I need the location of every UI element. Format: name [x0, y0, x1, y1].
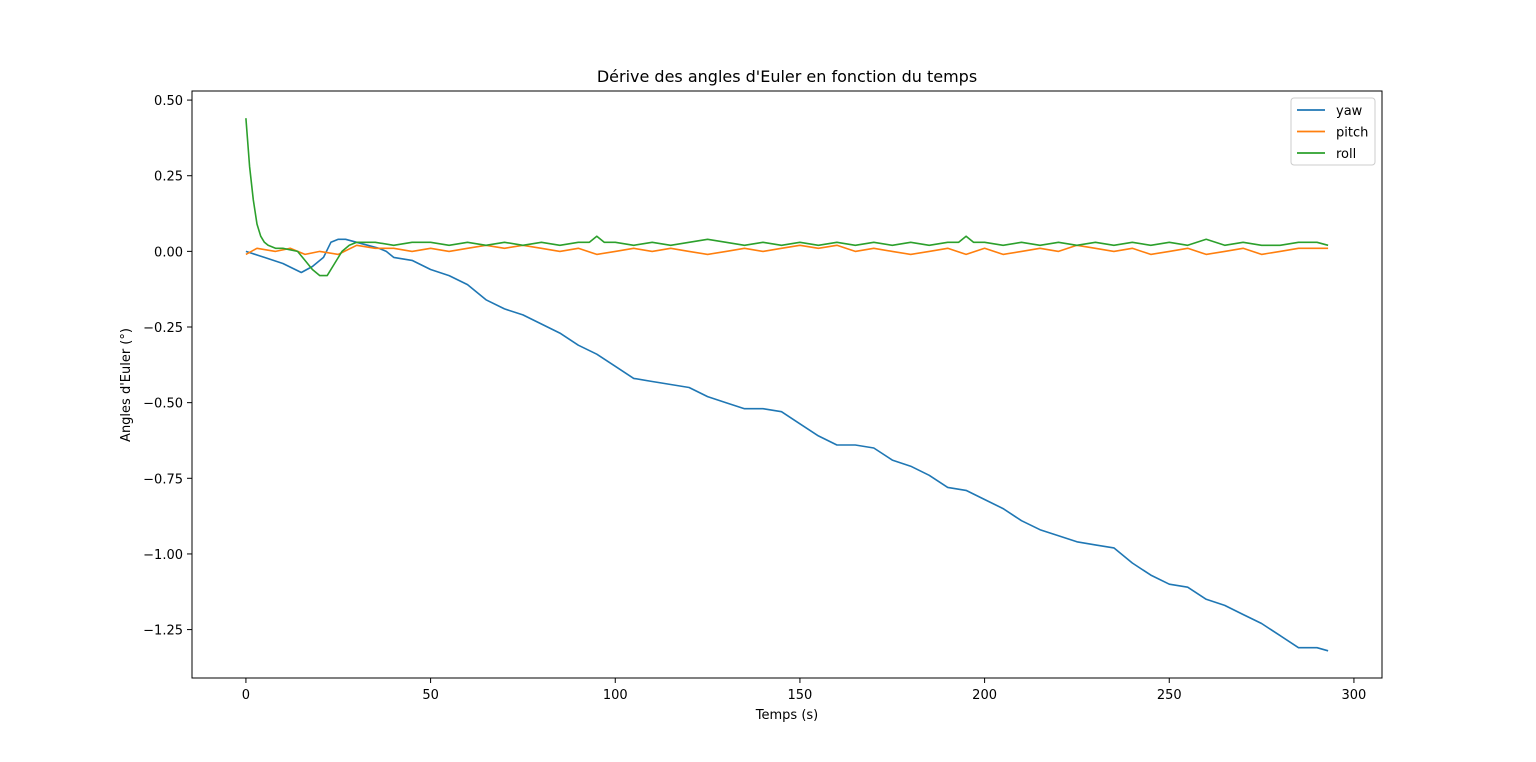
x-axis: 0 50 100 150 200 250 300	[242, 678, 1367, 703]
legend-label-pitch: pitch	[1336, 126, 1368, 141]
legend: yaw pitch roll	[1290, 97, 1376, 166]
y-tick-label: −0.50	[143, 397, 183, 412]
y-axis: 0.50 0.25 0.00 −0.25 −0.50 −0.75 −1.00 −1.25	[143, 94, 192, 639]
legend-label-roll: roll	[1336, 147, 1356, 162]
y-tick-label: 0.25	[154, 170, 183, 185]
legend-box	[1290, 97, 1376, 166]
series-layer	[245, 118, 1329, 652]
x-tick-label: 200	[972, 688, 997, 703]
x-axis-title: Temps (s)	[755, 708, 818, 723]
y-axis-title: Angles d'Euler (°)	[119, 328, 134, 442]
y-tick-label: −1.25	[143, 624, 183, 639]
x-tick-label: 100	[603, 688, 628, 703]
y-tick-label: −0.25	[143, 321, 183, 336]
chart-title: Dérive des angles d'Euler en fonction du…	[597, 67, 977, 86]
series-line-yaw	[245, 238, 1329, 652]
series-line-roll	[245, 118, 1329, 277]
x-tick-label: 300	[1342, 688, 1367, 703]
plot-frame	[191, 90, 1383, 679]
x-tick-label: 250	[1157, 688, 1182, 703]
x-tick-label: 0	[242, 688, 250, 703]
x-tick-label: 50	[422, 688, 439, 703]
y-tick-label: −0.75	[143, 472, 183, 487]
y-tick-label: 0.00	[154, 245, 183, 260]
y-tick-label: −1.00	[143, 548, 183, 563]
legend-label-yaw: yaw	[1336, 104, 1363, 119]
x-tick-label: 150	[788, 688, 813, 703]
y-tick-label: 0.50	[154, 94, 183, 109]
series-line-pitch	[245, 244, 1329, 256]
